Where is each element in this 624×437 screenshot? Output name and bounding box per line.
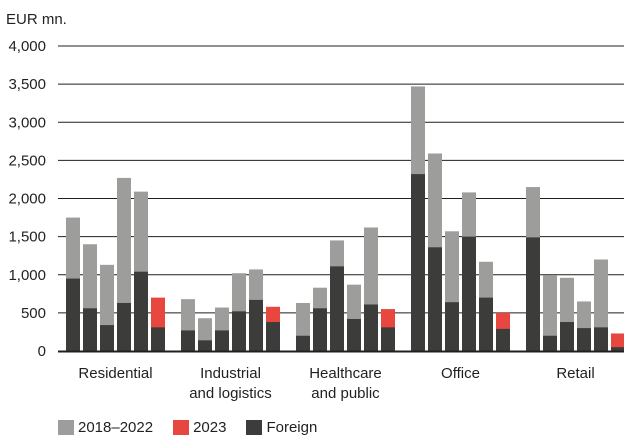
bar-foreign	[381, 327, 395, 351]
category-label: Residential	[78, 365, 152, 382]
legend-swatch-red	[173, 419, 190, 435]
bar-foreign	[232, 311, 246, 351]
y-tick-label: 1,000	[8, 267, 46, 284]
legend-item-2018-2022: 2018–2022	[58, 419, 153, 436]
y-axis-ticks: 0 500 1,000 1,500 2,000 2,500 3,000 3,500 4,000	[8, 38, 46, 360]
bar-foreign	[181, 330, 195, 351]
y-tick-label: 1,500	[8, 229, 46, 246]
legend-label-2018-2022: 2018–2022	[78, 418, 154, 436]
bar-foreign	[462, 236, 476, 351]
bar-foreign	[479, 297, 493, 351]
bar-foreign	[313, 308, 327, 351]
bar-foreign	[83, 308, 97, 351]
bar-group	[66, 177, 165, 351]
bar-foreign	[117, 302, 131, 351]
bar-foreign	[296, 335, 310, 351]
gridlines	[58, 45, 624, 314]
bar-foreign	[364, 304, 378, 351]
bar-foreign	[347, 318, 361, 351]
y-tick-label: 2,500	[8, 152, 46, 169]
bar-2023-total	[611, 333, 624, 351]
bar-foreign	[526, 237, 540, 351]
y-axis-label: EUR mn.	[6, 11, 67, 28]
category-label: Industrial and logistics	[189, 365, 272, 402]
bar-foreign	[428, 247, 442, 351]
bar-foreign	[249, 299, 263, 351]
bar-foreign	[611, 347, 624, 351]
bar-foreign	[594, 327, 608, 351]
y-tick-label: 500	[21, 305, 46, 322]
bars	[66, 86, 624, 351]
bar-foreign	[411, 174, 425, 351]
bar-foreign	[100, 325, 114, 351]
category-label: Retail	[556, 365, 594, 382]
bar-group	[526, 187, 624, 351]
bar-foreign	[560, 322, 574, 351]
bar-total	[543, 275, 557, 351]
legend: 2018–2022 2023 Foreign	[58, 418, 337, 436]
bar-foreign	[198, 340, 212, 351]
bar-foreign	[445, 302, 459, 351]
bar-foreign	[577, 328, 591, 351]
legend-label-2023: 2023	[193, 418, 227, 436]
category-label: Office	[441, 365, 480, 382]
legend-label-foreign: Foreign	[266, 418, 318, 436]
y-tick-label: 2,000	[8, 191, 46, 208]
legend-swatch-dark	[246, 419, 263, 435]
y-tick-label: 3,000	[8, 114, 46, 131]
bar-foreign	[215, 330, 229, 351]
bar-foreign	[151, 327, 165, 351]
bar-group	[411, 86, 510, 351]
category-labels: Residential Industrial and logistics Health…	[78, 365, 594, 402]
legend-swatch-gray	[58, 419, 74, 435]
bar-foreign	[66, 278, 80, 351]
bar-foreign	[543, 335, 557, 351]
bar-foreign	[496, 328, 510, 351]
y-tick-label: 4,000	[8, 38, 46, 55]
bar-foreign	[330, 266, 344, 351]
legend-item-foreign: Foreign	[246, 419, 317, 436]
y-tick-label: 0	[38, 343, 46, 360]
bar-group	[296, 227, 395, 351]
bar-foreign	[134, 271, 148, 351]
y-tick-label: 3,500	[8, 76, 46, 93]
legend-item-2023: 2023	[173, 419, 226, 436]
bar-foreign	[266, 322, 280, 351]
category-label: Healthcare and public	[309, 365, 382, 402]
bar-group	[181, 269, 280, 351]
